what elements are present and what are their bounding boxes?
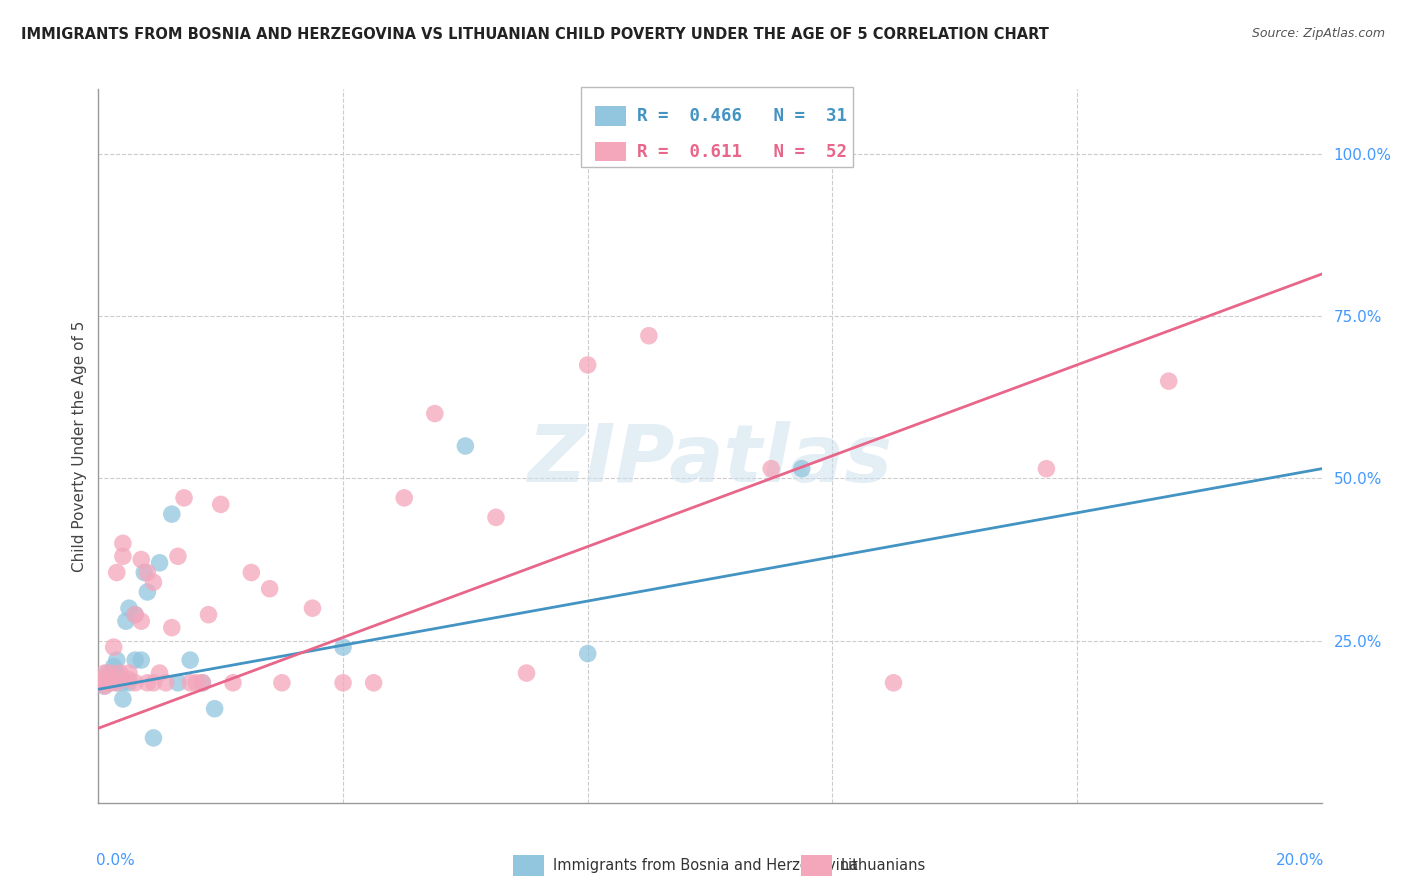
Point <box>270 675 292 690</box>
Point <box>1035 461 1057 475</box>
Point <box>191 675 214 690</box>
Point <box>105 675 128 690</box>
Text: 0.0%: 0.0% <box>96 853 135 868</box>
Point <box>89 673 111 687</box>
Point <box>100 666 122 681</box>
Point <box>105 653 128 667</box>
Point <box>100 675 122 690</box>
Point <box>115 614 138 628</box>
Point <box>93 679 115 693</box>
Point <box>142 675 165 690</box>
Point <box>105 566 128 580</box>
Point <box>142 575 165 590</box>
Point <box>186 675 208 690</box>
Point <box>129 614 152 628</box>
Point <box>883 675 905 690</box>
Point <box>124 653 146 667</box>
Point <box>105 666 128 681</box>
Point <box>516 666 538 681</box>
Point <box>118 673 141 687</box>
Point <box>576 647 599 661</box>
Point <box>699 147 721 161</box>
Point <box>111 536 134 550</box>
Point <box>160 507 183 521</box>
Y-axis label: Child Poverty Under the Age of 5: Child Poverty Under the Age of 5 <box>72 320 87 572</box>
Point <box>197 607 219 622</box>
Point <box>160 621 183 635</box>
Point <box>485 510 508 524</box>
Point <box>167 549 190 564</box>
Point <box>111 675 134 690</box>
Point <box>134 566 156 580</box>
Point <box>209 497 232 511</box>
Point <box>191 675 214 690</box>
Point <box>149 666 172 681</box>
Point <box>155 675 177 690</box>
Point <box>129 552 152 566</box>
Point <box>105 675 128 690</box>
Point <box>100 666 122 681</box>
Point <box>124 675 146 690</box>
Point <box>576 358 599 372</box>
Point <box>111 692 134 706</box>
Point <box>108 673 131 687</box>
Point <box>136 585 159 599</box>
Point <box>129 653 152 667</box>
Point <box>124 607 146 622</box>
Point <box>100 675 122 690</box>
Point <box>100 673 122 687</box>
Point <box>142 731 165 745</box>
Point <box>423 407 446 421</box>
Point <box>240 566 263 580</box>
Point <box>179 675 201 690</box>
Point <box>454 439 477 453</box>
Point <box>149 556 172 570</box>
Point <box>332 675 354 690</box>
Text: 20.0%: 20.0% <box>1275 853 1324 868</box>
Point <box>179 653 201 667</box>
Point <box>108 666 131 681</box>
Text: R =  0.466   N =  31: R = 0.466 N = 31 <box>637 107 846 125</box>
Point <box>124 607 146 622</box>
Point <box>97 666 120 681</box>
Text: Immigrants from Bosnia and Herzegovina: Immigrants from Bosnia and Herzegovina <box>553 858 858 872</box>
Text: IMMIGRANTS FROM BOSNIA AND HERZEGOVINA VS LITHUANIAN CHILD POVERTY UNDER THE AGE: IMMIGRANTS FROM BOSNIA AND HERZEGOVINA V… <box>21 27 1049 42</box>
Point <box>363 675 385 690</box>
Point <box>637 328 661 343</box>
Point <box>93 666 115 681</box>
Point <box>103 659 125 673</box>
Point <box>90 673 112 687</box>
Point <box>173 491 195 505</box>
Point <box>118 601 141 615</box>
Point <box>1157 374 1180 388</box>
Text: R =  0.611   N =  52: R = 0.611 N = 52 <box>637 143 846 161</box>
Point <box>103 640 125 654</box>
Point <box>222 675 245 690</box>
Point <box>118 666 141 681</box>
Point <box>97 675 120 690</box>
Point <box>759 461 782 475</box>
Point <box>790 461 813 475</box>
Text: Lithuanians: Lithuanians <box>841 858 927 872</box>
Text: Source: ZipAtlas.com: Source: ZipAtlas.com <box>1251 27 1385 40</box>
Point <box>259 582 281 596</box>
Text: ZIPatlas: ZIPatlas <box>527 421 893 500</box>
Point <box>93 679 115 693</box>
Point <box>136 566 159 580</box>
Point <box>90 675 112 690</box>
Point <box>167 675 190 690</box>
Point <box>392 491 416 505</box>
Point <box>118 675 141 690</box>
Point <box>111 549 134 564</box>
Point <box>136 675 159 690</box>
Point <box>204 702 226 716</box>
Point <box>332 640 354 654</box>
Point <box>301 601 323 615</box>
